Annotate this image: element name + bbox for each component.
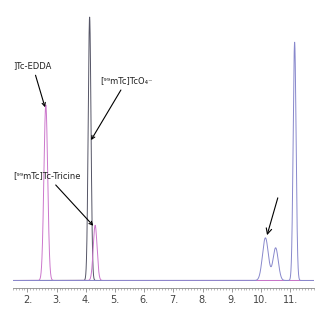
Text: [⁹⁹mTc]Tc-Tricine: [⁹⁹mTc]Tc-Tricine [13, 171, 92, 225]
Text: [⁹⁹mTc]TcO₄⁻: [⁹⁹mTc]TcO₄⁻ [92, 76, 153, 139]
Text: ]Tc-EDDA: ]Tc-EDDA [13, 61, 52, 106]
